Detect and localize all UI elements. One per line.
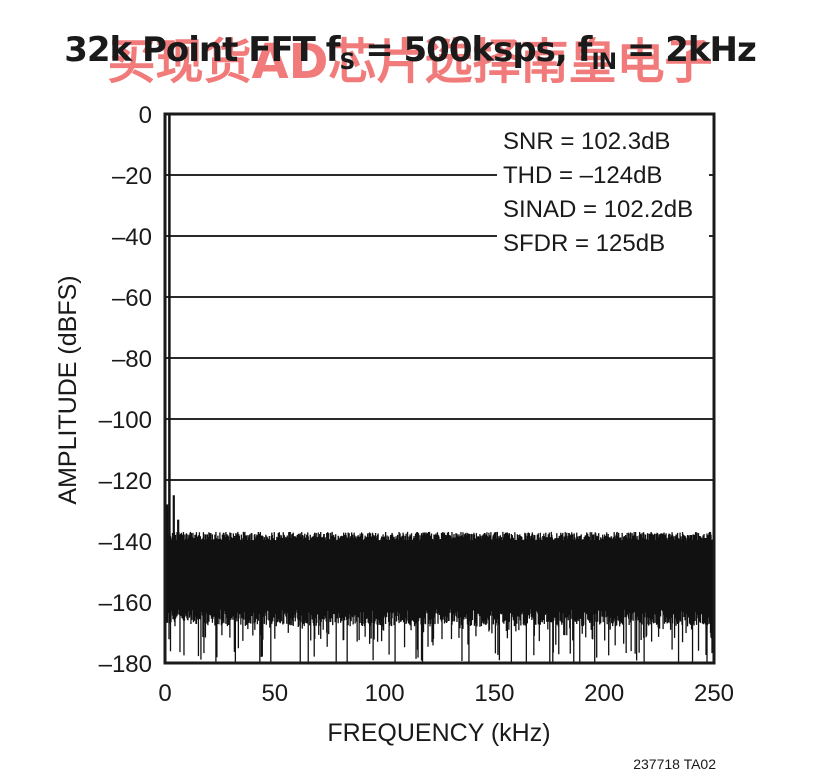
y-tick-label: –120 bbox=[99, 468, 152, 495]
chart-title-middle: = 500ksps, f bbox=[354, 30, 592, 70]
stat-annotation: SFDR = 125dB bbox=[503, 230, 665, 257]
stats-box-background bbox=[497, 124, 709, 264]
chart-title-main: 32k Point FFT f bbox=[64, 30, 340, 70]
chart-title-end: = 2kHz bbox=[616, 30, 757, 70]
y-tick-label: –160 bbox=[99, 590, 152, 617]
noise-floor-trace bbox=[164, 114, 715, 663]
y-tick-label: –100 bbox=[99, 407, 152, 434]
y-tick-label: –20 bbox=[112, 163, 152, 190]
y-tick-label: 0 bbox=[139, 102, 152, 129]
plot-frame bbox=[163, 112, 716, 665]
noise-floor-band bbox=[165, 544, 714, 606]
plot-border bbox=[163, 112, 716, 665]
chart-title-fin-subscript: IN bbox=[591, 49, 617, 75]
chart-title: 32k Point FFT fS = 500ksps, fIN = 2kHz bbox=[0, 30, 820, 75]
stat-annotation: SNR = 102.3dB bbox=[503, 128, 670, 155]
stats-annotations: SNR = 102.3dB THD = –124dB SINAD = 102.2dB… bbox=[503, 128, 693, 257]
x-tick-label: 0 bbox=[158, 680, 171, 707]
x-tick-label: 250 bbox=[694, 680, 734, 707]
x-tick-labels: 0 50 100 150 200 250 bbox=[158, 680, 734, 707]
y-tick-label: –60 bbox=[112, 285, 152, 312]
y-tick-label: –140 bbox=[99, 529, 152, 556]
stat-annotation: THD = –124dB bbox=[503, 162, 662, 189]
x-tick-label: 50 bbox=[261, 680, 288, 707]
y-tick-label: –80 bbox=[112, 346, 152, 373]
x-tick-label: 150 bbox=[474, 680, 514, 707]
y-tick-label: –180 bbox=[99, 651, 152, 678]
y-tick-label: –40 bbox=[112, 224, 152, 251]
x-tick-label: 200 bbox=[584, 680, 624, 707]
y-axis-label: AMPLITUDE (dBFS) bbox=[54, 275, 82, 504]
x-tick-label: 100 bbox=[365, 680, 405, 707]
y-tick-labels: 0 –20 –40 –60 –80 –100 –120 –140 –160 –180 bbox=[99, 102, 152, 678]
chart-title-fs-subscript: S bbox=[339, 49, 356, 75]
x-axis-label: FREQUENCY (kHz) bbox=[327, 719, 550, 747]
stat-annotation: SINAD = 102.2dB bbox=[503, 196, 693, 223]
figure-id: 237718 TA02 bbox=[633, 756, 716, 772]
